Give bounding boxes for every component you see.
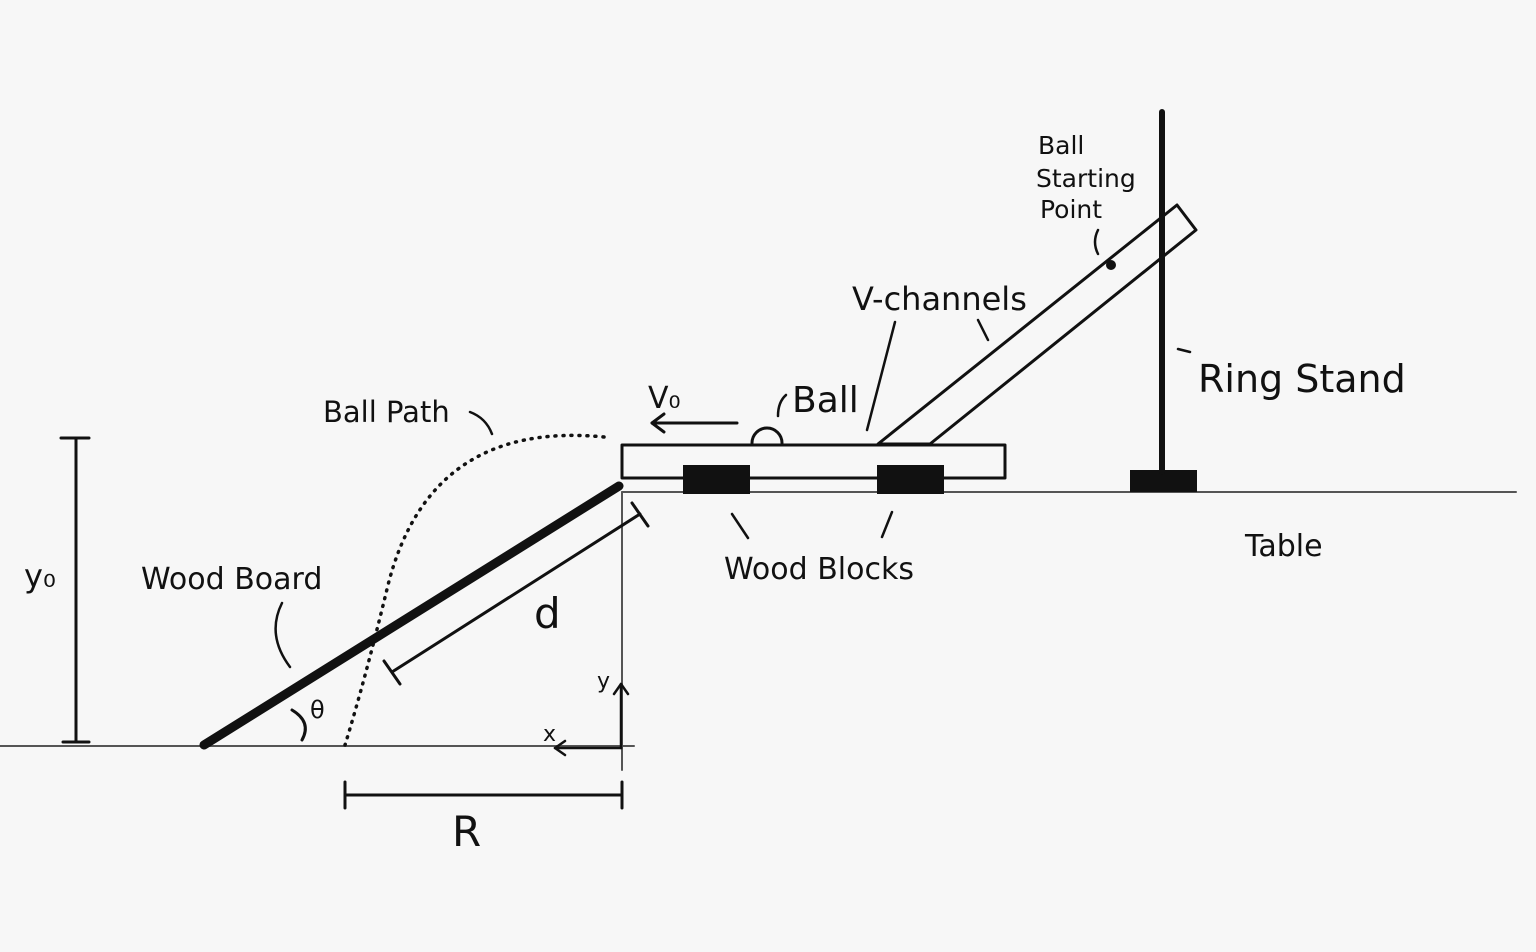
ring-stand-base <box>1130 470 1197 492</box>
label-initial-velocity: V₀ <box>648 381 681 416</box>
label-axis-y: y <box>597 669 610 694</box>
leader-lines <box>274 228 1192 669</box>
ball <box>750 426 784 445</box>
label-wood-board: Wood Board <box>141 562 322 597</box>
horizontal-v-channel <box>620 443 1007 480</box>
label-table: Table <box>1244 529 1323 564</box>
ball-starting-point-dot <box>1106 260 1116 270</box>
label-ball: Ball <box>792 380 859 421</box>
label-ring-stand: Ring Stand <box>1198 357 1406 401</box>
label-ball-starting-point-line2: Starting <box>1036 164 1136 193</box>
coordinate-axes <box>553 682 630 757</box>
label-ball-starting-point-line1: Ball <box>1038 131 1084 160</box>
distance-d-dimension <box>382 501 650 686</box>
ball-path <box>343 433 606 747</box>
label-angle-theta: θ <box>310 696 325 724</box>
wood-board <box>199 481 624 750</box>
label-ball-starting-point-line3: Point <box>1040 195 1102 224</box>
label-distance-d: d <box>534 589 561 638</box>
label-wood-blocks: Wood Blocks <box>724 552 914 587</box>
velocity-arrow <box>650 412 739 434</box>
label-axis-x: x <box>543 722 556 747</box>
inclined-v-channel <box>876 203 1198 446</box>
angle-arc <box>290 708 307 742</box>
label-range-r: R <box>452 807 481 856</box>
label-v-channels: V-channels <box>852 280 1027 318</box>
wood-block-right <box>877 465 944 494</box>
label-ball-path: Ball Path <box>323 395 450 429</box>
range-r-dimension <box>343 780 624 810</box>
height-y0-dimension <box>59 436 91 744</box>
label-height-y0: y₀ <box>24 557 56 595</box>
wood-block-left <box>683 465 750 494</box>
